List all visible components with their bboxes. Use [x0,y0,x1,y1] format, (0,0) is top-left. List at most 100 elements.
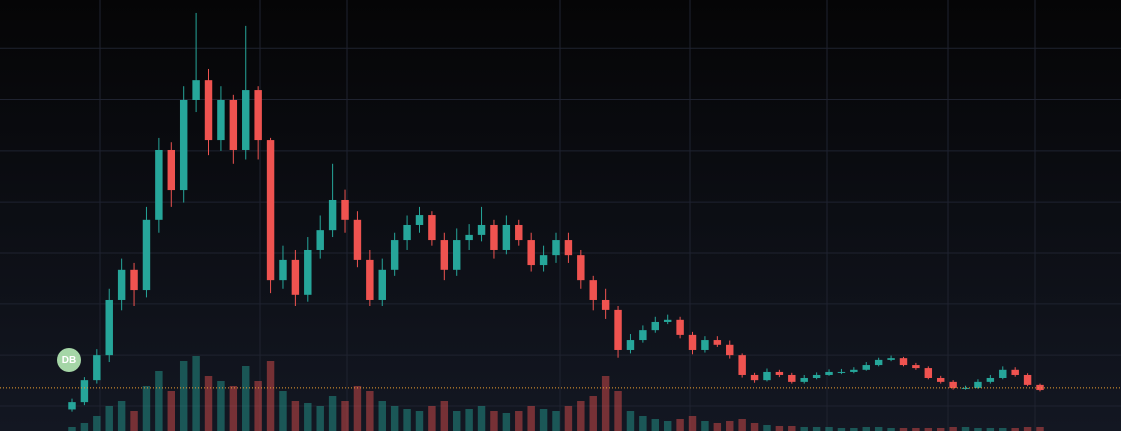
volume-bar [167,391,176,431]
candle-body [874,359,883,366]
candle-body [452,240,461,270]
volume-bar [936,428,945,431]
volume-bar [738,419,746,431]
volume-bar [130,411,138,431]
volume-bar [552,411,560,431]
candle-body [688,334,697,350]
candle-body [949,381,957,388]
candle-body [304,249,312,295]
candle-body [936,377,945,382]
volume-bar [353,386,362,431]
candle-body [701,340,709,350]
candle-body [254,90,262,141]
volume-bar [974,428,982,431]
candle-body [676,319,684,335]
volume-bar [328,396,337,431]
volume-bar [726,421,734,431]
volume-bar [304,403,312,431]
volume-bar [105,406,113,431]
candle-body [341,199,349,220]
volume-bar [217,381,225,431]
volume-bar [961,427,970,431]
candle-body [639,330,647,341]
volume-bar [688,416,697,431]
volume-bar [1036,427,1044,431]
candle-body [378,269,386,300]
candle-body [130,269,138,291]
candle-body [577,255,585,281]
candle-body [726,344,734,356]
volume-bar [440,401,449,431]
volume-bar [999,428,1007,431]
candle-body [651,321,660,331]
volume-bar [1023,427,1032,431]
candle-body [738,355,746,375]
volume-bar [626,411,635,431]
volume-bar [515,411,523,431]
volume-bar [651,419,660,431]
candle-body [887,358,895,360]
volume-bar [192,356,200,431]
volume-bar [750,423,759,431]
volume-bar [117,401,126,431]
volume-bar [68,427,76,431]
candle-body [105,299,113,356]
candle-body [713,340,722,345]
volume-bar [800,427,808,431]
volume-bar [502,413,511,431]
volume-bar [924,428,933,431]
candle-body [465,234,473,241]
candle-body [564,240,573,256]
volume-bar [825,427,833,431]
candle-body [266,140,275,281]
candle-body [912,365,920,369]
candle-body [924,368,933,378]
candle-body [502,224,511,250]
volume-bar [366,391,374,431]
candle-body [217,99,225,141]
candle-body [800,377,808,382]
volume-bar [179,361,188,431]
candle-body [167,149,176,191]
candle-body [1011,369,1019,375]
candle-body [837,371,846,373]
candle-body [242,90,250,150]
badge-label: DB [62,355,76,366]
candle-body [1023,374,1032,385]
volume-bar [403,409,411,431]
volume-bar [812,427,821,431]
candle-body [428,215,436,241]
candle-body [626,340,635,350]
candle-body [279,259,287,281]
candle-body [366,259,374,300]
candle-body [515,224,523,241]
volume-bar [155,371,163,431]
volume-bar [912,428,920,431]
candle-body [390,240,399,270]
volume-bar [465,409,473,431]
candle-body [142,219,151,291]
volume-bar [204,376,213,431]
candle-body [440,240,449,270]
candle-body [117,269,126,300]
volume-bar [601,376,610,431]
candle-body [601,299,610,310]
volume-bar [316,406,324,431]
volume-bar [254,381,262,431]
candle-body [291,259,300,295]
candle-body [961,387,970,389]
volume-bar [949,427,957,431]
candle-body [999,369,1007,378]
candle-body [229,99,238,150]
volume-bar [229,386,238,431]
volume-bar [1011,428,1019,431]
volume-bar [850,428,858,431]
candle-body [403,224,411,241]
candle-layer [68,12,1044,412]
badge-circle [57,348,81,372]
volume-bar [614,391,622,431]
candle-body [812,374,821,378]
candle-body [80,380,89,403]
volume-layer [68,356,1044,431]
